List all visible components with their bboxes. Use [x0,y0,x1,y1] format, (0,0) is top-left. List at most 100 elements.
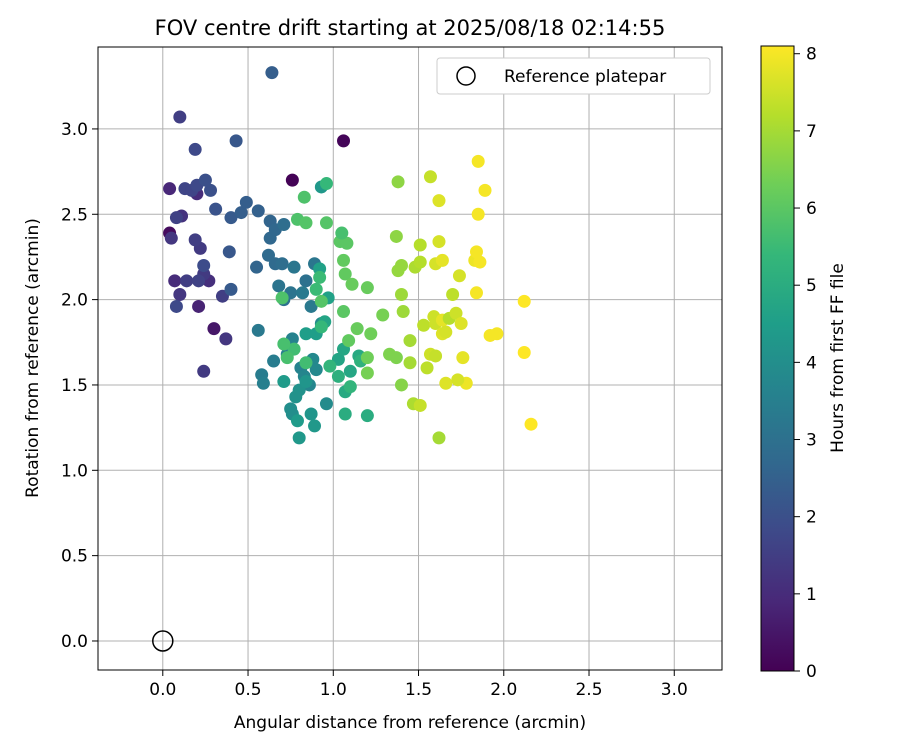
data-point [285,173,299,187]
data-point [338,267,352,281]
data-point [364,327,378,341]
y-ticks: 0.0 0.5 1.0 1.5 2.0 2.5 3.0 [61,120,98,652]
x-ticks: 0.0 0.5 1.0 1.5 2.0 2.5 3.0 [149,670,688,700]
data-point [376,308,390,322]
colorbar-tick-label: 6 [806,199,817,219]
data-point [394,258,408,272]
data-point [394,378,408,392]
data-point [207,322,221,336]
data-point [389,229,403,243]
data-point [517,294,531,308]
legend-box [436,57,711,95]
legend: Reference platepar [436,57,711,95]
data-point [335,226,349,240]
data-point [473,255,487,269]
data-point [439,376,453,390]
data-point [340,236,354,250]
y-tick-label: 3.0 [61,120,88,140]
data-point [265,66,279,80]
data-point [337,305,351,319]
reference-marker-group [152,630,174,652]
data-point [423,170,437,184]
colorbar-tick-label: 4 [806,353,817,373]
data-point [239,195,253,209]
data-point [224,282,238,296]
data-point [469,286,483,300]
data-point [449,306,463,320]
data-point [360,409,374,423]
colorbar-tick-label: 8 [806,45,817,65]
data-point [469,245,483,259]
x-tick-label: 3.0 [661,680,688,700]
data-point [360,351,374,365]
x-tick-label: 2.5 [575,680,602,700]
colorbar [760,45,795,672]
data-point [173,110,187,124]
data-point [413,398,427,412]
data-point [224,211,238,225]
data-point [360,366,374,380]
data-point [229,134,243,148]
data-point [163,182,177,196]
data-point [267,354,281,368]
data-point [389,351,403,365]
data-point [432,235,446,249]
data-point [197,258,211,272]
data-point [234,206,248,220]
data-point [439,325,453,339]
x-tick-label: 2.0 [490,680,517,700]
data-point [471,154,485,168]
data-point [331,369,345,383]
data-point [299,327,313,341]
data-point [209,202,223,216]
data-point [292,431,306,445]
data-point [169,299,183,313]
y-tick-label: 2.0 [61,291,88,311]
legend-marker-reference [456,66,476,86]
data-point [337,253,351,267]
data-point [343,380,357,394]
data-point [188,233,202,247]
colorbar-tick-label: 1 [806,585,817,605]
data-point [403,334,417,348]
chart-title: FOV centre drift starting at 2025/08/18 … [155,16,666,40]
data-point [204,183,218,197]
colorbar-ticks: 0 1 2 3 4 5 6 7 8 [794,45,817,682]
data-point [452,269,466,283]
data-point [287,260,301,274]
data-point [451,373,465,387]
data-point [396,305,410,319]
data-point [391,175,405,189]
data-point [277,337,291,351]
data-point [251,204,265,218]
data-point [192,274,206,288]
data-point [435,253,449,267]
data-point [309,282,323,296]
data-point [277,218,291,232]
data-point [198,173,212,187]
data-point [309,363,323,377]
data-point [275,257,289,271]
data-point [319,216,333,230]
data-point [251,323,265,337]
data-point [180,274,194,288]
data-point [272,279,286,293]
y-axis-label: Rotation from reference (arcmin) [23,218,43,498]
legend-label-reference: Reference platepar [504,67,666,87]
colorbar-tick-label: 5 [806,276,817,296]
data-point [471,207,485,221]
data-point [297,190,311,204]
data-point [413,238,427,252]
data-point [299,375,313,389]
colorbar-tick-label: 0 [806,662,817,682]
data-point [314,294,328,308]
data-point [192,299,206,313]
data-point [446,287,460,301]
data-point [417,318,431,332]
y-tick-label: 1.0 [61,461,88,481]
data-point [256,376,270,390]
data-point [169,211,183,225]
data-point [524,417,538,431]
data-point [413,255,427,269]
